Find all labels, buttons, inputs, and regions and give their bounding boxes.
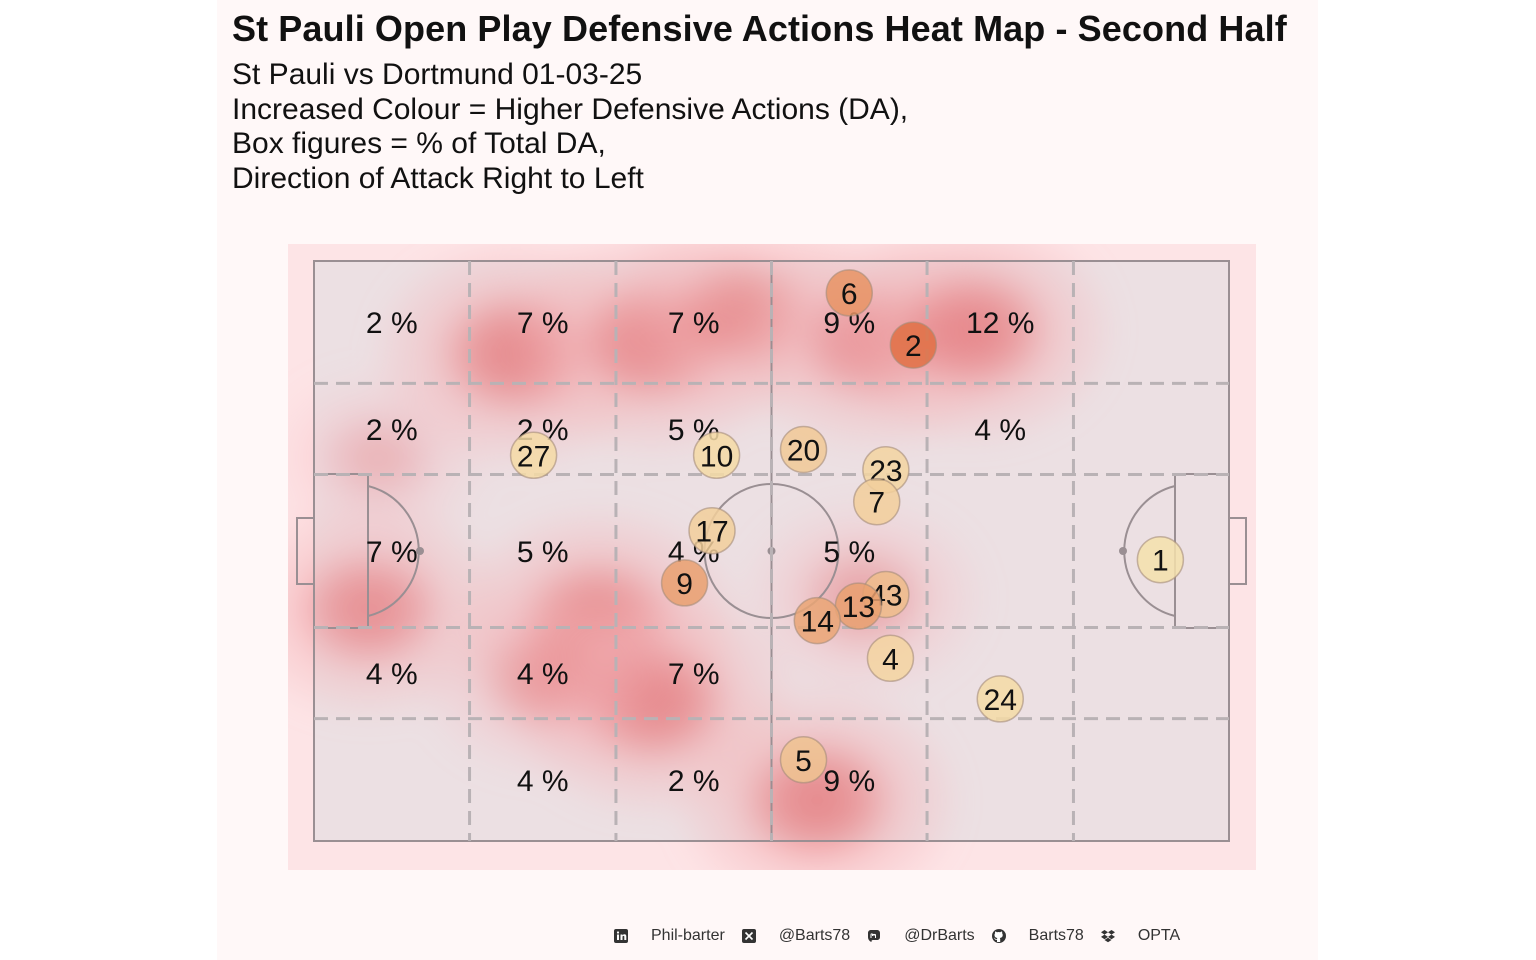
density-contour [349, 435, 407, 482]
player-circle [692, 431, 741, 480]
player-number: 4 [882, 643, 899, 676]
player-number: 6 [841, 278, 858, 311]
player-number: 5 [795, 745, 812, 778]
caption-linkedin: Phil-barter [651, 927, 725, 944]
zone-label: 4 % [517, 765, 569, 798]
zone-label: 4 % [974, 414, 1026, 447]
right-goal [1228, 517, 1247, 585]
zone-grid [314, 261, 1229, 841]
player-marker: 1 [1136, 535, 1185, 584]
x-icon [741, 928, 757, 944]
zone-label: 9 % [823, 765, 875, 798]
player-circle [852, 477, 901, 526]
player-marker: 6 [825, 269, 874, 317]
left-penalty-arc [367, 485, 420, 617]
subtitle-line-match: St Pauli vs Dortmund 01-03-25 [232, 58, 643, 91]
zone-label: 4 % [517, 658, 569, 691]
player-marker: 13 [834, 582, 883, 630]
player-number: 1 [1152, 545, 1169, 578]
caption-mastodon: @DrBarts [904, 927, 975, 944]
caption-x: @Barts78 [778, 927, 851, 944]
chart-subtitle: St Pauli vs Dortmund 01-03-25 Increased … [232, 58, 908, 197]
zone-label: 2 % [668, 765, 720, 798]
zone-label: 2 % [366, 307, 418, 340]
player-marker: 17 [688, 506, 736, 555]
player-circle [779, 736, 828, 784]
github-icon [991, 928, 1007, 944]
zone-label: 7 % [517, 307, 569, 340]
player-number: 10 [700, 440, 733, 473]
player-number: 24 [984, 684, 1017, 717]
zone-label: 2 % [366, 414, 418, 447]
player-circle [688, 506, 736, 555]
caption-github: Barts78 [1028, 927, 1084, 944]
subtitle-line-colour-key: Increased Colour = Higher Defensive Acti… [232, 92, 909, 126]
player-circle [779, 425, 828, 474]
player-number: 13 [842, 591, 875, 624]
density-contour [936, 301, 1009, 360]
player-circle [793, 596, 841, 645]
player-circle [1136, 535, 1185, 584]
player-marker: 14 [793, 596, 841, 645]
player-circle [660, 559, 709, 607]
density-contour [781, 771, 854, 830]
zone-label: 12 % [966, 307, 1034, 340]
player-marker: 4 [866, 634, 915, 683]
zone-label: 5 % [823, 536, 875, 569]
linkedin-icon [613, 928, 629, 944]
caption: Phil-barter @Barts78 @DrBarts Barts78 OP… [605, 924, 1188, 948]
right-penalty-arc [1123, 485, 1176, 617]
dropbox-icon [1100, 928, 1116, 944]
player-number: 14 [801, 606, 834, 639]
player-number: 20 [787, 435, 820, 468]
player-circle [889, 321, 938, 369]
zone-label: 7 % [366, 536, 418, 569]
zone-label: 5 % [517, 536, 569, 569]
zone-label: 7 % [668, 307, 720, 340]
player-marker: 9 [660, 559, 709, 607]
right-penalty-spot [1119, 547, 1127, 555]
zone-label: 7 % [668, 658, 720, 691]
subtitle-line-box-key: Box figures = % of Total DA, [232, 127, 606, 161]
player-marker: 27 [509, 431, 558, 480]
player-circle [825, 269, 874, 317]
player-marker: 5 [779, 736, 828, 784]
player-number: 7 [868, 487, 885, 520]
player-marker: 10 [692, 431, 741, 480]
player-number: 2 [905, 330, 922, 363]
player-circle [866, 634, 915, 683]
zone-label: 4 % [366, 658, 418, 691]
caption-data-source: OPTA [1137, 927, 1181, 944]
player-marker: 2 [889, 321, 938, 369]
chart-title: St Pauli Open Play Defensive Actions Hea… [232, 8, 1287, 49]
mastodon-icon [866, 928, 882, 944]
player-circle [509, 431, 558, 480]
player-circle [976, 675, 1024, 723]
left-goal [296, 517, 315, 585]
player-marker: 7 [852, 477, 901, 526]
player-number: 17 [695, 516, 728, 549]
player-marker: 24 [976, 675, 1024, 723]
player-number: 9 [676, 568, 693, 601]
density-contour [511, 653, 574, 704]
subtitle-line-direction: Direction of Attack Right to Left [232, 162, 644, 196]
player-number: 27 [517, 440, 550, 473]
player-marker: 20 [779, 425, 828, 474]
